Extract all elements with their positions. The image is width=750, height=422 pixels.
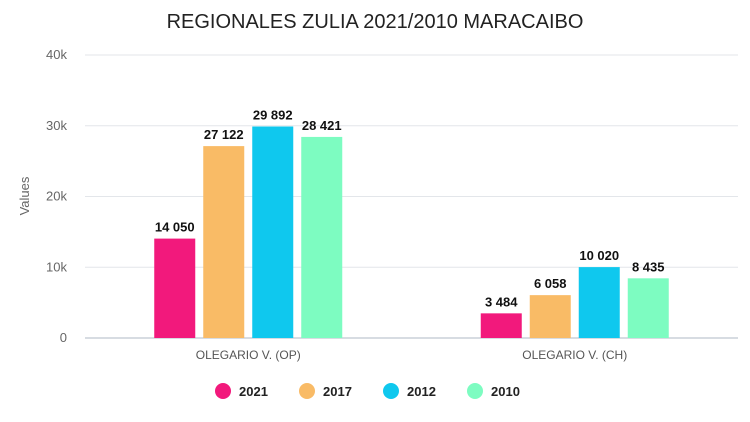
data-label: 6 058 [534,276,567,291]
y-axis-label: Values [17,176,32,215]
data-label: 27 122 [204,127,244,142]
bars [154,126,669,338]
bar-2017-0[interactable] [203,146,245,338]
legend-label: 2017 [323,384,352,399]
y-tick-label: 20k [46,189,67,204]
legend-item-2017[interactable]: 2017 [299,383,352,399]
legend[interactable]: 2021 2017 2012 2010 [215,383,520,399]
legend-label: 2012 [407,384,436,399]
y-tick-label: 40k [46,47,67,62]
bar-2012-0[interactable] [252,126,294,338]
data-label: 8 435 [632,259,665,274]
data-label: 29 892 [253,108,293,123]
category-label: OLEGARIO V. (CH) [522,348,627,362]
y-tick-label: 10k [46,259,67,274]
bar-2021-0[interactable] [154,238,196,338]
data-label: 28 421 [302,118,342,133]
category-labels: OLEGARIO V. (OP) OLEGARIO V. (CH) [196,348,627,362]
legend-item-2012[interactable]: 2012 [383,383,436,399]
legend-swatch [383,383,399,399]
legend-swatch [215,383,231,399]
y-tick-label: 30k [46,118,67,133]
bar-2010-0[interactable] [301,136,343,338]
category-label: OLEGARIO V. (OP) [196,348,301,362]
legend-swatch [299,383,315,399]
bar-2021-1[interactable] [480,313,522,338]
legend-label: 2010 [491,384,520,399]
data-label: 3 484 [485,294,518,309]
legend-item-2010[interactable]: 2010 [467,383,520,399]
bar-2017-1[interactable] [529,295,571,338]
data-labels: 14 050 27 122 29 892 28 421 3 484 6 058 10 020… [155,108,665,310]
chart-title: REGIONALES ZULIA 2021/2010 MARACAIBO [167,11,584,33]
data-label: 14 050 [155,220,195,235]
data-label: 10 020 [579,248,619,263]
legend-label: 2021 [239,384,268,399]
legend-swatch [467,383,483,399]
bar-2012-1[interactable] [578,267,620,338]
y-tick-label: 0 [60,330,67,345]
bar-2010-1[interactable] [627,278,669,338]
legend-item-2021[interactable]: 2021 [215,383,268,399]
